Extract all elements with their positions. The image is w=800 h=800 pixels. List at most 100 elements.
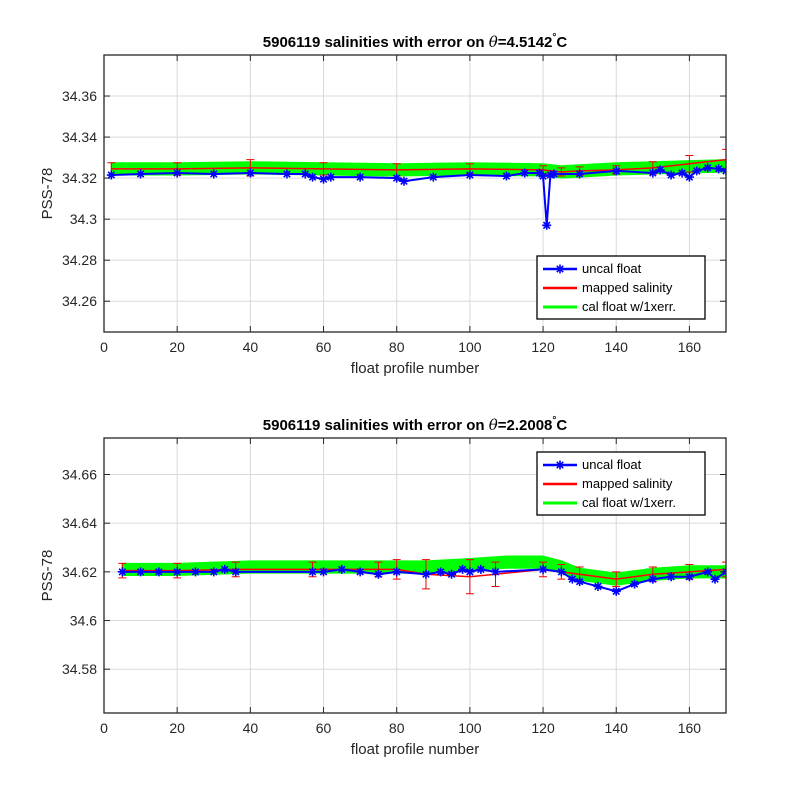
- uncal-float-point: [710, 574, 720, 584]
- legend-cal-label: cal float w/1xerr.: [582, 299, 676, 314]
- uncal-float-point: [703, 567, 713, 577]
- chart-title: 5906119 salinities with error on θ=4.514…: [263, 32, 568, 51]
- y-tick-label: 34.64: [62, 515, 97, 531]
- uncal-float-point: [136, 567, 146, 577]
- panel-1: 0 20 40 60 80 100 120 140 160 34.26 34.28 34.3 34.32…: [39, 32, 727, 377]
- uncal-float-point: [692, 166, 702, 176]
- uncal-float-point: [392, 173, 402, 183]
- title-theta: θ: [489, 33, 498, 51]
- uncal-float-point: [542, 220, 552, 230]
- title-value: =4.5142: [498, 34, 553, 51]
- x-tick-label: 80: [389, 720, 405, 736]
- legend-mapped-label: mapped salinity: [582, 476, 673, 491]
- uncal-float-point: [319, 174, 329, 184]
- y-tick-label: 34.58: [62, 661, 97, 677]
- uncal-float-point: [190, 567, 200, 577]
- title-degree: °: [552, 415, 556, 426]
- uncal-float-point: [117, 567, 127, 577]
- x-tick-label: 140: [605, 720, 629, 736]
- y-axis-label: PSS-78: [39, 550, 56, 602]
- uncal-float-point: [593, 581, 603, 591]
- uncal-float-point: [611, 586, 621, 596]
- uncal-float-point: [326, 172, 336, 182]
- y-tick-label: 34.28: [62, 252, 97, 268]
- x-tick-label: 120: [531, 720, 555, 736]
- uncal-float-point: [373, 569, 383, 579]
- uncal-float-point: [172, 168, 182, 178]
- y-tick-label: 34.34: [62, 129, 97, 145]
- uncal-float-point: [655, 165, 665, 175]
- x-axis-label: float profile number: [351, 360, 479, 377]
- y-axis-label: PSS-78: [39, 168, 56, 220]
- uncal-float-point: [220, 564, 230, 574]
- plot-marks: [106, 148, 726, 230]
- y-tick-label: 34.36: [62, 88, 97, 104]
- uncal-float-point: [714, 164, 724, 174]
- uncal-float-point: [447, 569, 457, 579]
- uncal-float-point: [209, 169, 219, 179]
- y-tick-label: 34.26: [62, 293, 97, 309]
- legend-uncal-marker: [555, 460, 565, 470]
- uncal-float-point: [538, 564, 548, 574]
- x-tick-label: 40: [243, 720, 259, 736]
- y-tick-label: 34.6: [70, 613, 97, 629]
- x-tick-label: 60: [316, 339, 332, 355]
- uncal-float-point: [534, 168, 544, 178]
- x-axis-label: float profile number: [351, 741, 479, 758]
- uncal-float-point: [421, 569, 431, 579]
- uncal-float-point: [684, 172, 694, 182]
- y-tick-label: 34.32: [62, 170, 97, 186]
- legend-uncal-marker: [555, 264, 565, 274]
- uncal-float-markers: [106, 163, 726, 230]
- x-tick-label: 120: [531, 339, 555, 355]
- uncal-float-point: [319, 567, 329, 577]
- title-unit: C: [556, 417, 567, 434]
- x-tick-label: 20: [169, 339, 185, 355]
- uncal-float-point: [501, 171, 511, 181]
- error-bar: [722, 561, 726, 578]
- uncal-float-point: [490, 567, 500, 577]
- uncal-float-point: [136, 169, 146, 179]
- uncal-float-point: [436, 567, 446, 577]
- x-tick-label: 80: [389, 339, 405, 355]
- uncal-float-point: [684, 572, 694, 582]
- legend-cal-label: cal float w/1xerr.: [582, 495, 676, 510]
- error-bar: [685, 155, 694, 173]
- legend-mapped-label: mapped salinity: [582, 280, 673, 295]
- legend: uncal float mapped salinity cal float w/1x…: [536, 255, 706, 320]
- panel-2: 0 20 40 60 80 100 120 140 160 34.58 34.6 34.62 34.64…: [39, 415, 727, 758]
- uncal-float-point: [703, 163, 713, 173]
- title-degree: °: [552, 32, 556, 43]
- uncal-float-point: [300, 169, 310, 179]
- x-tick-label: 160: [678, 339, 702, 355]
- uncal-float-point: [154, 567, 164, 577]
- chart-title: 5906119 salinities with error on θ=2.200…: [263, 415, 568, 434]
- x-tick-label: 100: [458, 720, 482, 736]
- uncal-float-point: [106, 170, 116, 180]
- uncal-float-point: [392, 567, 402, 577]
- plot-marks: [117, 555, 726, 596]
- uncal-float-point: [231, 567, 241, 577]
- x-tick-label: 140: [605, 339, 629, 355]
- x-tick-label: 100: [458, 339, 482, 355]
- uncal-float-point: [172, 567, 182, 577]
- x-tick-label: 60: [316, 720, 332, 736]
- uncal-float-point: [520, 168, 530, 178]
- uncal-float-point: [556, 567, 566, 577]
- uncal-float-point: [308, 172, 318, 182]
- uncal-float-point: [355, 172, 365, 182]
- uncal-float-point: [458, 564, 468, 574]
- uncal-float-point: [648, 168, 658, 178]
- uncal-float-point: [308, 567, 318, 577]
- x-tick-label: 0: [100, 720, 108, 736]
- uncal-float-point: [666, 170, 676, 180]
- legend-uncal-label: uncal float: [582, 261, 642, 276]
- uncal-float-point: [677, 168, 687, 178]
- uncal-float-point: [630, 579, 640, 589]
- x-tick-label: 40: [243, 339, 259, 355]
- uncal-float-markers: [117, 564, 726, 596]
- mapped-salinity-line: [122, 568, 726, 580]
- uncal-float-point: [465, 170, 475, 180]
- uncal-float-point: [209, 567, 219, 577]
